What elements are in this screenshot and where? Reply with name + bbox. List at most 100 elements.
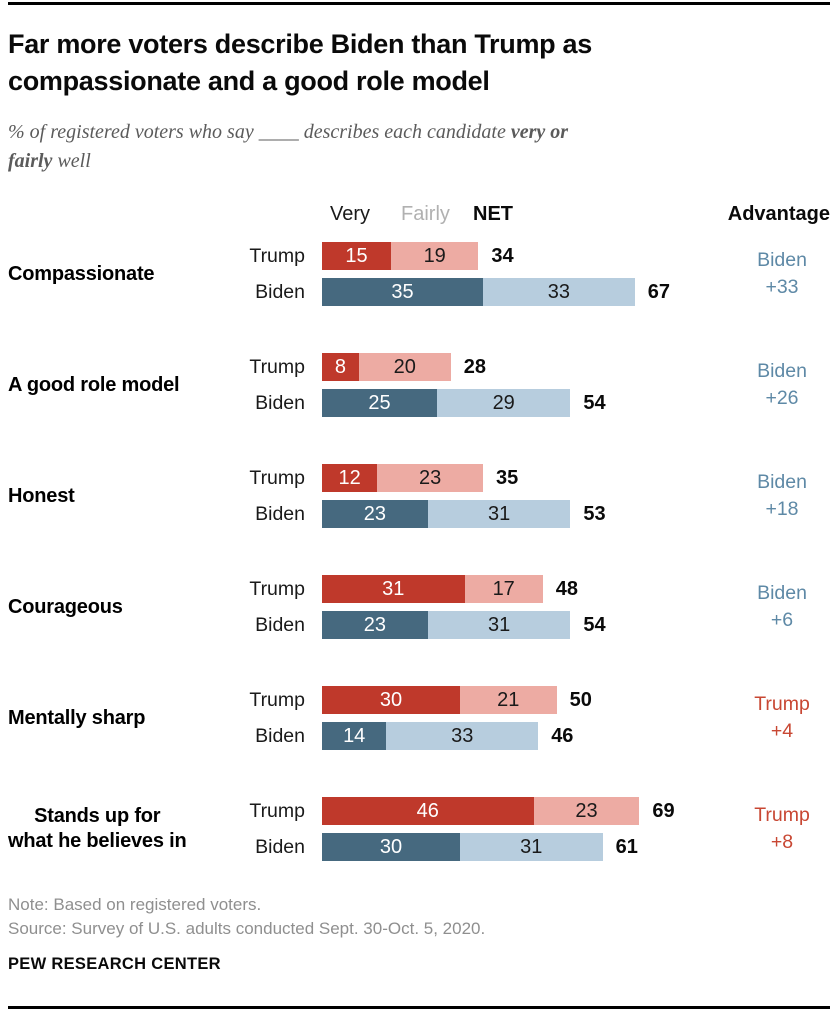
row-label-trump: Trump [249,245,305,267]
advantage-value: +8 [770,831,794,853]
row-label-biden: Biden [255,725,305,747]
subtitle-text: % of registered voters who say ____ desc… [8,121,511,143]
trump-stacked-bar: 12 23 [322,464,483,492]
biden-stacked-bar: 25 29 [322,389,571,417]
trump-bar-row: Trump 15 19 34 [0,242,838,270]
biden-net-value: 54 [583,392,606,414]
advantage-who: Biden [757,360,807,382]
biden-stacked-bar: 30 31 [322,833,603,861]
biden-fairly-segment: 29 [437,389,571,417]
trait-group: Mentally sharp Trump 30 21 50 Biden 14 33 … [0,686,838,750]
biden-stacked-bar: 23 31 [322,500,571,528]
trump-net-value: 50 [569,689,592,711]
top-rule [8,2,830,5]
biden-fairly-segment: 33 [386,722,539,750]
trump-net-value: 34 [491,245,514,267]
advantage-value: +6 [770,609,794,631]
biden-bar-row: Biden 23 31 53 [0,500,838,528]
advantage-label: Biden +6 [722,575,838,639]
trump-bar-row: Trump 30 21 50 [0,686,838,714]
trump-net-value: 69 [652,800,675,822]
trait-group: A good role model Trump 8 20 28 Biden 25 2… [0,353,838,417]
trait-label: Honest [8,484,75,507]
advantage-label: Trump +4 [722,686,838,750]
biden-very-segment: 30 [322,833,460,861]
source-text: Source: Survey of U.S. adults conducted … [8,919,486,938]
trump-very-segment: 12 [322,464,378,492]
advantage-value: +18 [765,498,799,520]
biden-fairly-segment: 33 [483,278,635,306]
row-label-trump: Trump [249,578,305,600]
trump-stacked-bar: 30 21 [322,686,557,714]
advantage-who: Biden [757,249,807,271]
advantage-who: Trump [754,693,810,715]
trait-group: Honest Trump 12 23 35 Biden 23 31 53 Biden… [0,464,838,528]
biden-bar-row: Biden 25 29 54 [0,389,838,417]
row-label-biden: Biden [255,614,305,636]
column-header-fairly: Fairly [401,203,450,225]
biden-very-segment: 25 [322,389,437,417]
trump-net-value: 35 [496,467,519,489]
trait-label: Stands up for what he believes in [8,805,187,852]
trump-bar-row: Trump 12 23 35 [0,464,838,492]
row-label-biden: Biden [255,281,305,303]
biden-fairly-segment: 31 [427,611,571,639]
advantage-who: Biden [757,471,807,493]
trump-bar-row: Trump 31 17 48 [0,575,838,603]
trump-fairly-segment: 20 [358,353,451,381]
trump-very-segment: 8 [322,353,359,381]
trait-label: Mentally sharp [8,706,146,729]
row-label-trump: Trump [249,356,305,378]
biden-fairly-segment: 31 [460,833,603,861]
row-label-trump: Trump [249,689,305,711]
row-label-biden: Biden [255,836,305,858]
trump-fairly-segment: 23 [533,797,640,825]
column-header-net: NET [473,203,513,225]
row-label-biden: Biden [255,392,305,414]
biden-stacked-bar: 14 33 [322,722,539,750]
biden-bar-row: Biden 30 31 61 [0,833,838,861]
trump-net-value: 28 [463,356,487,378]
biden-stacked-bar: 23 31 [322,611,571,639]
subtitle-bold-1: very or [510,121,569,143]
trait-group: Courageous Trump 31 17 48 Biden 23 31 54 B… [0,575,838,639]
biden-net-value: 67 [647,281,671,303]
trump-net-value: 48 [555,578,579,600]
trait-label: A good role model [8,373,180,396]
biden-very-segment: 14 [322,722,387,750]
advantage-value: +26 [765,387,799,409]
biden-bar-row: Biden 35 33 67 [0,278,838,306]
trump-fairly-segment: 17 [464,575,543,603]
chart-plot-area: Compassionate Trump 15 19 34 Biden 35 33 6… [0,242,838,861]
trump-very-segment: 15 [322,242,391,270]
trump-stacked-bar: 15 19 [322,242,479,270]
trait-label: Compassionate [8,262,155,285]
biden-fairly-segment: 31 [427,500,571,528]
subtitle-bold-2: fairly [8,150,53,172]
trump-fairly-segment: 23 [377,464,483,492]
row-label-biden: Biden [255,503,305,525]
row-label-trump: Trump [249,467,305,489]
advantage-label: Trump +8 [722,797,838,861]
column-header-advantage: Advantage [727,203,830,225]
advantage-label: Biden +26 [722,353,838,417]
advantage-label: Biden +18 [722,464,838,528]
biden-very-segment: 35 [322,278,483,306]
trump-very-segment: 46 [322,797,534,825]
trait-group: Compassionate Trump 15 19 34 Biden 35 33 6… [0,242,838,306]
biden-stacked-bar: 35 33 [322,278,635,306]
subtitle-suffix: well [52,150,91,172]
trump-bar-row: Trump 46 23 69 [0,797,838,825]
advantage-who: Trump [754,804,810,826]
advantage-who: Biden [757,582,807,604]
trump-very-segment: 30 [322,686,460,714]
biden-net-value: 54 [583,614,606,636]
biden-net-value: 53 [583,503,606,525]
biden-net-value: 46 [551,725,574,747]
biden-very-segment: 23 [322,500,428,528]
advantage-label: Biden +33 [722,242,838,306]
row-label-trump: Trump [249,800,305,822]
trump-fairly-segment: 21 [460,686,557,714]
biden-bar-row: Biden 23 31 54 [0,611,838,639]
